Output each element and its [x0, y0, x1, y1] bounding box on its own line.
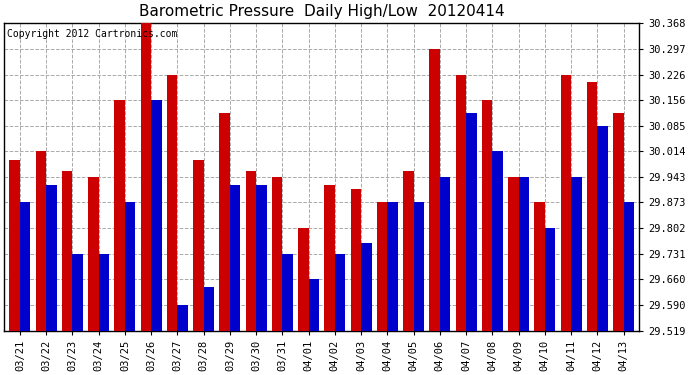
Bar [624, 202, 634, 330]
Bar [598, 126, 608, 330]
Bar [46, 185, 57, 330]
Bar [493, 151, 503, 330]
Bar [387, 202, 398, 330]
Bar [99, 254, 109, 330]
Bar [151, 100, 161, 330]
Bar [167, 75, 177, 330]
Title: Barometric Pressure  Daily High/Low  20120414: Barometric Pressure Daily High/Low 20120… [139, 4, 504, 19]
Bar [413, 202, 424, 330]
Bar [335, 254, 346, 330]
Bar [560, 75, 571, 330]
Bar [586, 82, 598, 330]
Bar [125, 202, 135, 330]
Bar [308, 279, 319, 330]
Bar [298, 228, 308, 330]
Bar [534, 202, 545, 330]
Bar [88, 177, 99, 330]
Bar [36, 151, 46, 330]
Bar [482, 100, 493, 330]
Bar [230, 185, 240, 330]
Bar [455, 75, 466, 330]
Bar [141, 23, 151, 330]
Bar [204, 287, 214, 330]
Bar [246, 171, 256, 330]
Bar [10, 160, 20, 330]
Bar [429, 49, 440, 330]
Bar [272, 177, 282, 330]
Bar [508, 177, 519, 330]
Bar [324, 185, 335, 330]
Bar [115, 100, 125, 330]
Bar [351, 189, 361, 330]
Bar [403, 171, 413, 330]
Bar [545, 228, 555, 330]
Bar [256, 185, 266, 330]
Bar [519, 177, 529, 330]
Bar [193, 160, 204, 330]
Bar [72, 254, 83, 330]
Bar [361, 243, 372, 330]
Bar [613, 113, 624, 330]
Bar [377, 202, 387, 330]
Bar [62, 171, 72, 330]
Bar [571, 177, 582, 330]
Bar [177, 305, 188, 330]
Text: Copyright 2012 Cartronics.com: Copyright 2012 Cartronics.com [8, 29, 178, 39]
Bar [440, 177, 451, 330]
Bar [282, 254, 293, 330]
Bar [466, 113, 477, 330]
Bar [20, 202, 30, 330]
Bar [219, 113, 230, 330]
